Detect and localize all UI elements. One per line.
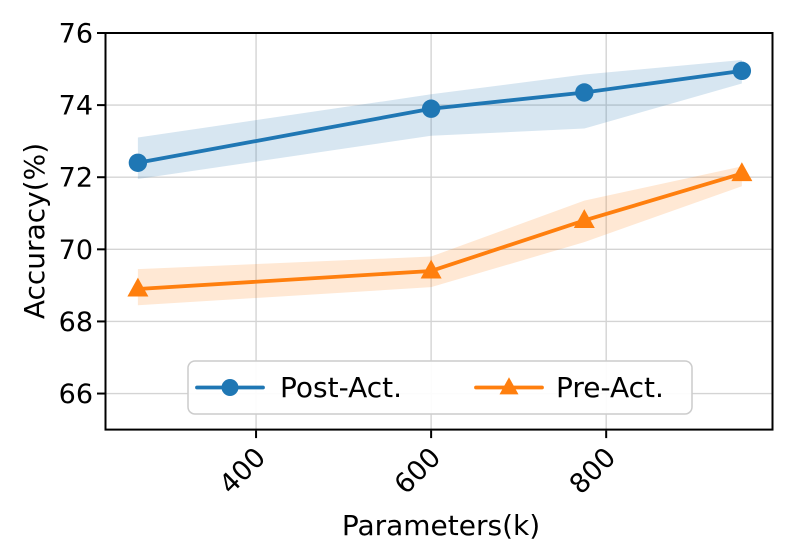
y-tick-label: 68: [59, 307, 93, 338]
data-marker-triangle-pre-act: [420, 259, 442, 279]
series-line-post-act: [135, 68, 744, 165]
data-marker-circle-post-act: [732, 61, 752, 81]
tick-marks: [97, 32, 608, 439]
data-marker-triangle-pre-act: [731, 162, 753, 182]
y-tick-label: 72: [59, 163, 93, 194]
legend-box: [187, 360, 693, 415]
legend-marker-circle-post-act: [221, 379, 239, 396]
y-tick-label: 66: [59, 379, 93, 410]
y-tick-label: 74: [59, 91, 93, 122]
x-axis-label: Parameters(k): [342, 509, 540, 542]
y-tick-label: 70: [59, 235, 93, 266]
y-axis-label: Accuracy(%): [18, 143, 51, 319]
y-tick-label: 76: [59, 19, 93, 50]
data-marker-triangle-pre-act: [573, 209, 595, 229]
confidence-band-pre-act: [137, 166, 742, 306]
legend-marker-triangle-pre-act: [499, 377, 519, 395]
data-marker-circle-post-act: [575, 83, 594, 102]
plot-frame: [104, 32, 774, 431]
data-marker-circle-post-act: [128, 153, 148, 172]
legend: Post-Act. Pre-Act.: [187, 360, 693, 415]
legend-label-pre-act: Pre-Act.: [556, 371, 664, 404]
series-line-pre-act: [135, 171, 744, 291]
data-marker-triangle-pre-act: [127, 277, 149, 297]
legend-label-post-act: Post-Act.: [280, 371, 402, 404]
data-marker-circle-post-act: [421, 99, 441, 118]
